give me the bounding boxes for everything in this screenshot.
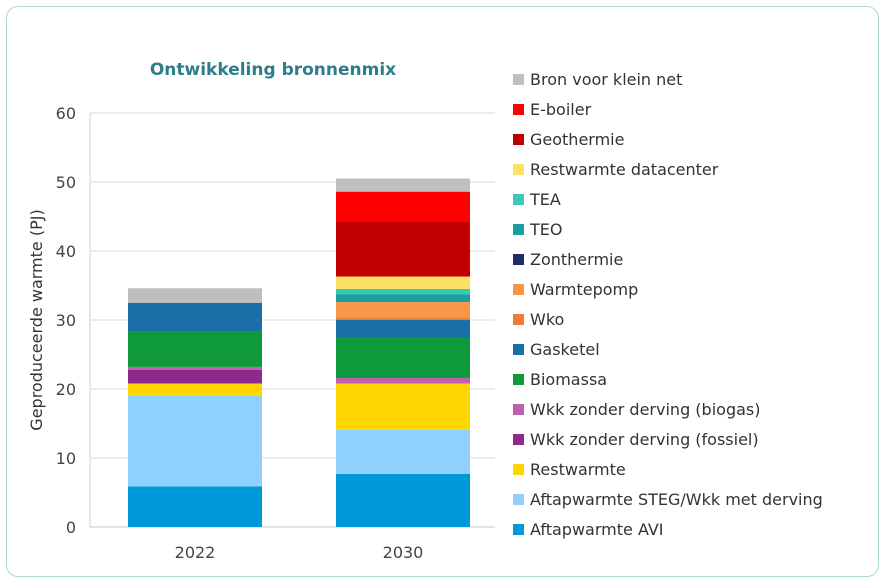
y-tick-label: 10	[56, 449, 76, 468]
bar-segment	[336, 337, 470, 378]
bar-segment	[128, 369, 262, 384]
y-tick-label: 30	[56, 311, 76, 330]
legend-label: Wkk zonder derving (biogas)	[530, 400, 760, 419]
legend-label: Wko	[530, 310, 564, 329]
bar-segment	[336, 383, 470, 430]
legend-swatch	[513, 494, 524, 505]
legend-label: Aftapwarmte AVI	[530, 520, 664, 539]
legend-swatch	[513, 254, 524, 265]
legend-swatch	[513, 344, 524, 355]
bar-segment	[336, 222, 470, 277]
legend-swatch	[513, 464, 524, 475]
legend-swatch	[513, 314, 524, 325]
x-tick-label: 2022	[175, 543, 216, 562]
legend-swatch	[513, 164, 524, 175]
bar-segment	[336, 288, 470, 295]
legend-swatch	[513, 74, 524, 85]
legend-label: Restwarmte datacenter	[530, 160, 719, 179]
legend-label: Wkk zonder derving (fossiel)	[530, 430, 759, 449]
y-tick-label: 0	[66, 518, 76, 537]
x-tick-label: 2030	[383, 543, 424, 562]
legend-swatch	[513, 224, 524, 235]
legend-swatch	[513, 194, 524, 205]
legend-swatch	[513, 434, 524, 445]
legend-label: Geothermie	[530, 130, 624, 149]
legend-label: Gasketel	[530, 340, 600, 359]
bar-segment	[336, 473, 470, 527]
bar-segment	[128, 288, 262, 303]
legend-swatch	[513, 284, 524, 295]
bar-segment	[336, 317, 470, 320]
bar-segment	[128, 383, 262, 396]
legend-label: Biomassa	[530, 370, 607, 389]
legend-label: TEA	[529, 190, 561, 209]
legend-swatch	[513, 374, 524, 385]
y-tick-label: 20	[56, 380, 76, 399]
bar-segment	[336, 178, 470, 192]
bar-segment	[128, 302, 262, 332]
legend-swatch	[513, 134, 524, 145]
y-tick-label: 60	[56, 104, 76, 123]
bar-segment	[336, 320, 470, 338]
legend-label: Warmtepomp	[530, 280, 638, 299]
legend-label: Aftapwarmte STEG/Wkk met derving	[530, 490, 823, 509]
bar-segment	[336, 429, 470, 474]
bar-segment	[128, 366, 262, 370]
bar-segment	[336, 276, 470, 289]
chart-title: Ontwikkeling bronnenmix	[150, 60, 396, 80]
legend-label: Zonthermie	[530, 250, 623, 269]
bar-segment	[336, 377, 470, 384]
bar-segment	[336, 191, 470, 223]
legend-label: E-boiler	[530, 100, 592, 119]
y-tick-label: 40	[56, 242, 76, 261]
legend-swatch	[513, 524, 524, 535]
bar-segment	[128, 395, 262, 487]
legend-label: Restwarmte	[530, 460, 626, 479]
y-tick-label: 50	[56, 173, 76, 192]
bar-segment	[128, 486, 262, 527]
legend-label: TEO	[529, 220, 562, 239]
legend-swatch	[513, 404, 524, 415]
legend-label: Bron voor klein net	[530, 70, 682, 89]
legend-swatch	[513, 104, 524, 115]
bar-segment	[336, 294, 470, 303]
y-axis-label: Geproduceerde warmte (PJ)	[27, 209, 46, 430]
bar-segment	[336, 302, 470, 318]
bar-segment	[128, 331, 262, 367]
